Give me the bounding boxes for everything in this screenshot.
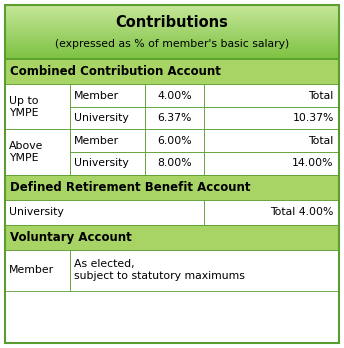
Bar: [5, 129, 70, 175]
Text: Contributions: Contributions: [116, 15, 228, 30]
Bar: [5, 84, 70, 129]
Text: Voluntary Account: Voluntary Account: [10, 231, 132, 244]
Bar: [70, 152, 145, 175]
Bar: [70, 129, 145, 152]
Text: Member: Member: [74, 136, 119, 146]
Text: 6.00%: 6.00%: [157, 136, 192, 146]
Bar: [5, 250, 70, 291]
Bar: [5, 59, 339, 84]
Text: 14.00%: 14.00%: [292, 158, 334, 168]
Text: Combined Contribution Account: Combined Contribution Account: [10, 65, 221, 78]
Text: (expressed as % of member's basic salary): (expressed as % of member's basic salary…: [55, 39, 289, 49]
Bar: [5, 5, 339, 59]
Text: 4.00%: 4.00%: [157, 90, 192, 101]
Text: Member: Member: [74, 90, 119, 101]
Bar: [204, 129, 339, 152]
Text: 8.00%: 8.00%: [157, 158, 192, 168]
Bar: [145, 152, 204, 175]
Bar: [5, 175, 339, 200]
Text: University: University: [74, 113, 129, 123]
Bar: [145, 84, 204, 107]
Text: Total: Total: [309, 136, 334, 146]
Text: Total: Total: [309, 90, 334, 101]
Bar: [5, 225, 339, 250]
Text: University: University: [74, 158, 129, 168]
Text: 6.37%: 6.37%: [157, 113, 192, 123]
Bar: [204, 200, 339, 225]
Text: Above
YMPE: Above YMPE: [9, 141, 44, 163]
Text: Defined Retirement Benefit Account: Defined Retirement Benefit Account: [10, 181, 251, 194]
Bar: [145, 107, 204, 129]
Bar: [204, 84, 339, 107]
Bar: [204, 152, 339, 175]
Text: As elected,
subject to statutory maximums: As elected, subject to statutory maximum…: [74, 259, 245, 282]
Text: Total 4.00%: Total 4.00%: [270, 207, 334, 217]
Bar: [204, 107, 339, 129]
Bar: [5, 200, 204, 225]
Bar: [70, 250, 339, 291]
Text: 10.37%: 10.37%: [292, 113, 334, 123]
Text: Up to
YMPE: Up to YMPE: [9, 96, 39, 118]
Bar: [145, 129, 204, 152]
Text: Member: Member: [9, 265, 54, 275]
Text: University: University: [9, 207, 64, 217]
Bar: [70, 107, 145, 129]
Bar: [70, 84, 145, 107]
